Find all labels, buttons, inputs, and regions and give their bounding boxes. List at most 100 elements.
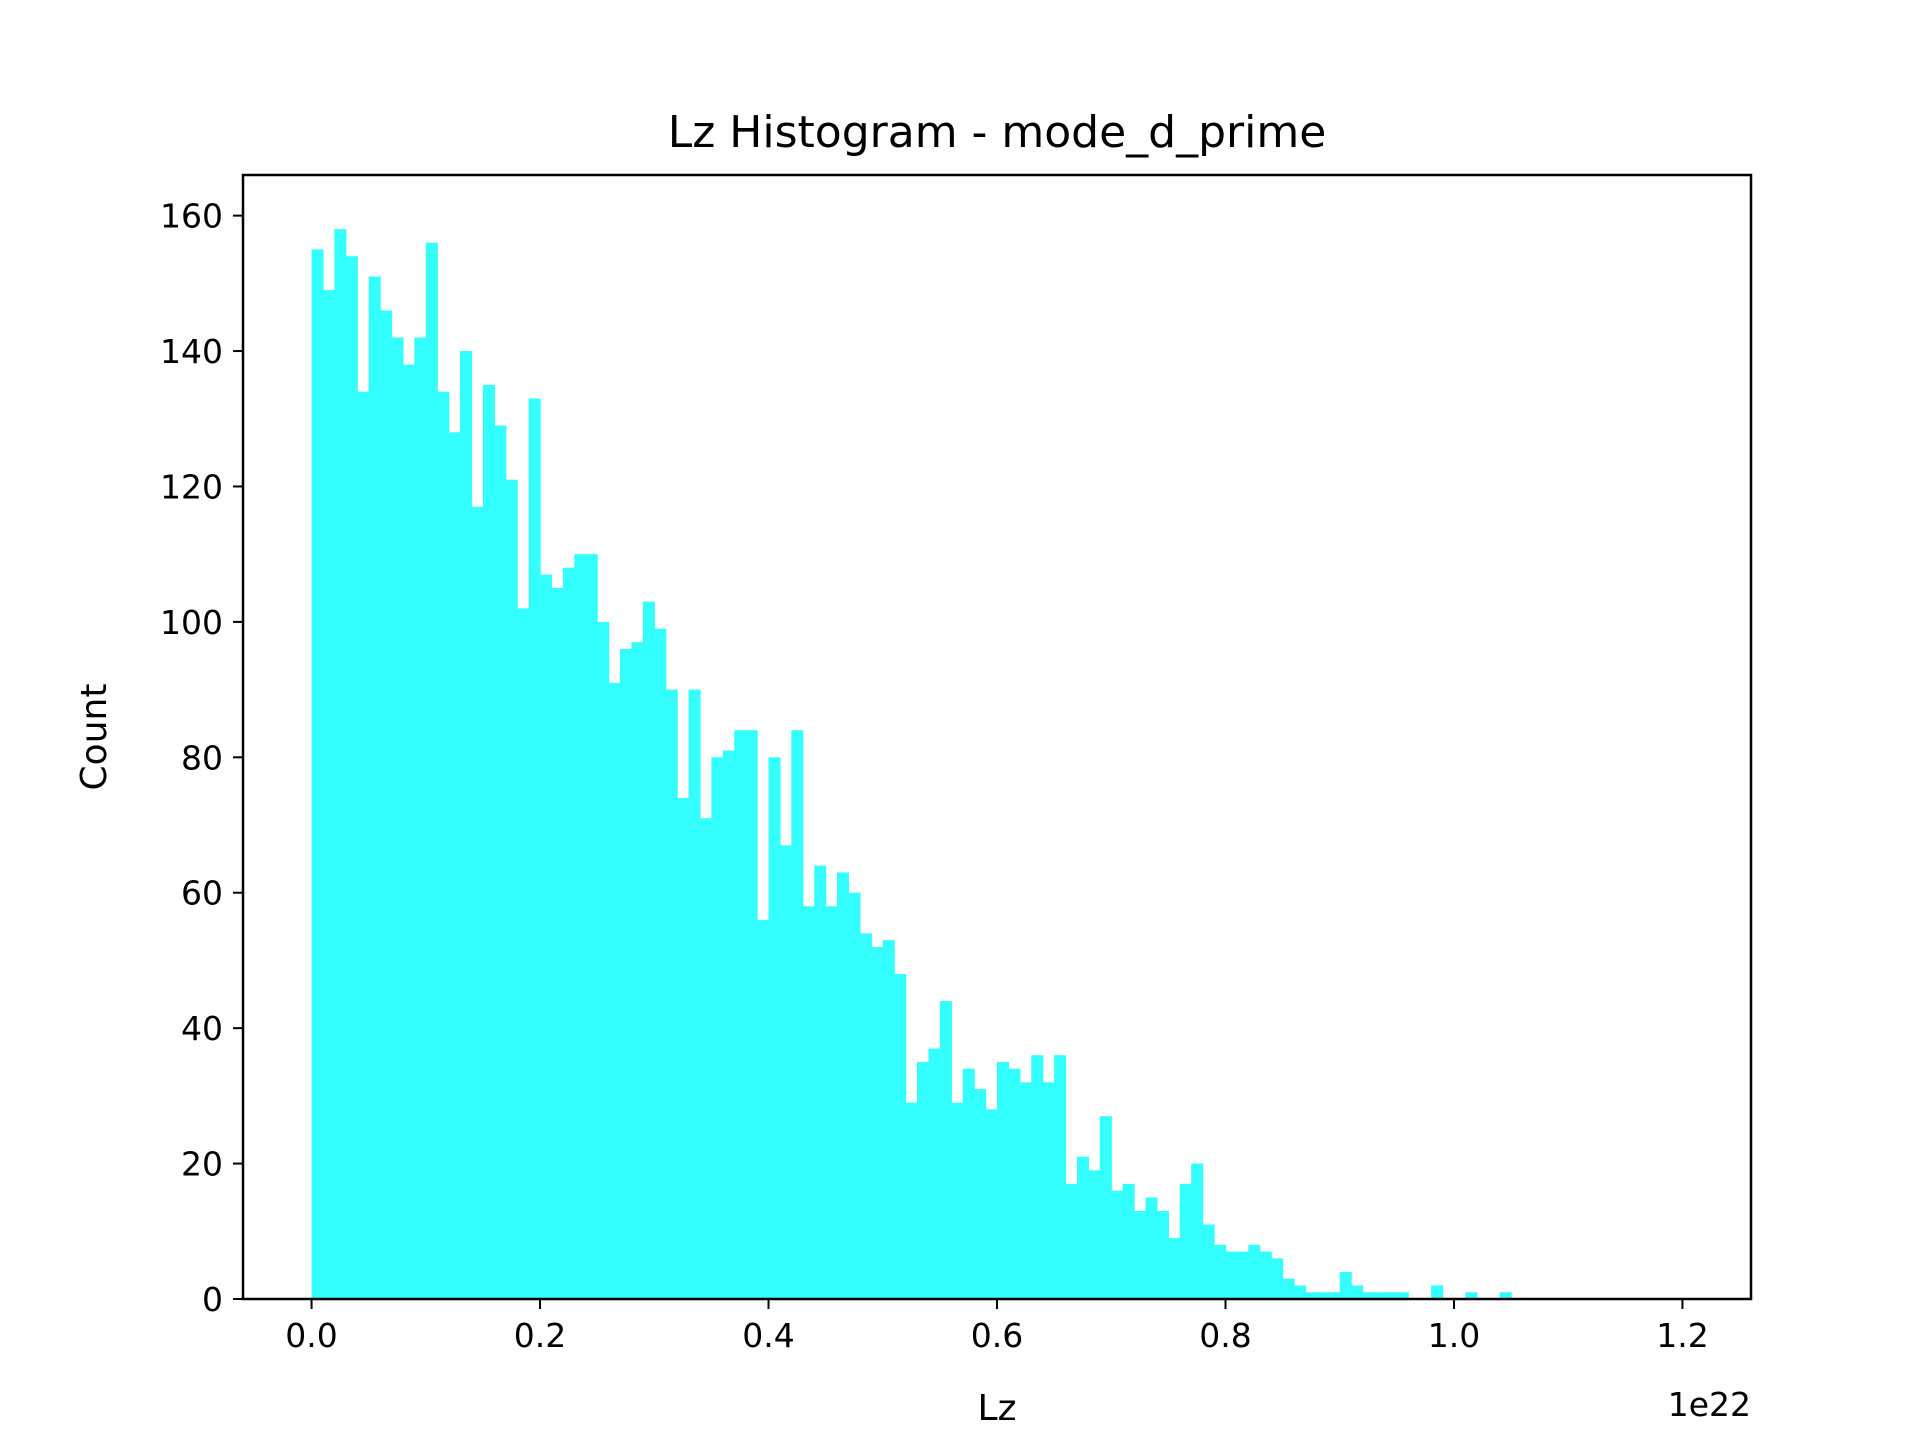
histogram-bar <box>768 757 781 1299</box>
histogram-bar <box>1088 1170 1101 1299</box>
histogram-bar <box>482 384 495 1299</box>
histogram-bar <box>540 574 553 1299</box>
histogram-bar <box>1305 1292 1318 1299</box>
histogram-bar <box>345 256 358 1299</box>
histogram-bar <box>711 757 724 1299</box>
histogram-bar <box>1145 1197 1158 1299</box>
histogram-bar <box>882 940 895 1299</box>
histogram-bar <box>734 730 747 1299</box>
histogram-bar <box>425 242 438 1300</box>
histogram-bar <box>631 642 644 1299</box>
histogram-bar <box>1042 1082 1055 1299</box>
histogram-bar <box>1031 1055 1044 1299</box>
histogram-bar <box>1248 1244 1261 1299</box>
histogram-bar <box>688 689 701 1299</box>
histogram-bar <box>1499 1292 1512 1299</box>
histogram-bar <box>608 682 621 1299</box>
histogram-bars <box>311 229 1512 1300</box>
histogram-bar <box>928 1048 941 1299</box>
histogram-bar <box>859 933 872 1299</box>
histogram-bar <box>1225 1251 1238 1299</box>
histogram-bar <box>1191 1163 1204 1299</box>
histogram-bar <box>654 628 667 1299</box>
histogram-bar <box>1168 1238 1181 1299</box>
histogram-bar <box>1259 1251 1272 1299</box>
x-axis-ticks: 0.0 0.2 0.4 0.6 0.8 1.0 1.2 <box>285 1299 1709 1355</box>
x-tick-label: 0.4 <box>742 1316 794 1355</box>
y-tick-label: 40 <box>181 1009 223 1048</box>
histogram-bar <box>1122 1183 1135 1299</box>
histogram-bar <box>985 1109 998 1299</box>
histogram-bar <box>1362 1292 1375 1299</box>
histogram-bar <box>871 946 884 1299</box>
histogram-bar <box>939 1001 952 1299</box>
histogram-bar <box>574 554 587 1299</box>
histogram-bar <box>334 229 347 1299</box>
histogram-bar <box>962 1068 975 1299</box>
x-tick-label: 1.0 <box>1428 1316 1480 1355</box>
histogram-bar <box>757 919 770 1299</box>
histogram-bar <box>1179 1183 1192 1299</box>
histogram-bar <box>1054 1055 1067 1299</box>
histogram-bar <box>642 601 655 1299</box>
histogram-bar <box>677 797 690 1299</box>
histogram-bar <box>380 310 393 1299</box>
histogram-bar <box>322 290 335 1300</box>
histogram-bar <box>471 506 484 1299</box>
histogram-bar <box>1065 1183 1078 1299</box>
x-tick-label: 1.2 <box>1656 1316 1708 1355</box>
histogram-bar <box>1328 1292 1341 1299</box>
histogram-bar <box>1202 1224 1215 1299</box>
histogram-bar <box>665 689 678 1299</box>
y-tick-label: 100 <box>160 603 223 642</box>
histogram-bar <box>402 364 415 1300</box>
histogram-bar <box>894 973 907 1299</box>
histogram-bar <box>1339 1271 1352 1299</box>
histogram-bar <box>505 479 518 1299</box>
histogram-bar <box>997 1062 1010 1299</box>
y-tick-label: 120 <box>160 467 223 506</box>
histogram-bar <box>848 892 861 1299</box>
y-tick-label: 20 <box>181 1145 223 1184</box>
histogram-bar <box>1214 1244 1227 1299</box>
x-axis-offset-label: 1e22 <box>1668 1385 1751 1424</box>
x-tick-label: 0.6 <box>971 1316 1023 1355</box>
histogram-bar <box>1271 1258 1284 1299</box>
histogram-bar <box>562 567 575 1299</box>
histogram-bar <box>1351 1285 1364 1299</box>
histogram-bar <box>814 865 827 1299</box>
histogram-bar <box>905 1102 918 1299</box>
y-tick-label: 160 <box>160 197 223 236</box>
histogram-bar <box>1156 1210 1169 1299</box>
histogram-bar <box>1111 1190 1124 1299</box>
histogram-bar <box>391 337 404 1300</box>
histogram-bar <box>368 276 381 1299</box>
histogram-bar <box>551 588 564 1299</box>
histogram-bar <box>1396 1292 1409 1299</box>
histogram-bar <box>1019 1082 1032 1299</box>
histogram-bar <box>1282 1278 1295 1299</box>
histogram-bar <box>494 425 507 1299</box>
histogram-bar <box>1374 1292 1387 1299</box>
histogram-bar <box>699 818 712 1299</box>
histogram-bar <box>460 351 473 1299</box>
histogram-bar <box>437 391 450 1300</box>
histogram-bar <box>448 432 461 1299</box>
y-tick-label: 0 <box>202 1280 223 1319</box>
histogram-bar <box>1385 1292 1398 1299</box>
histogram-bar <box>837 872 850 1299</box>
y-tick-label: 80 <box>181 738 223 777</box>
histogram-bar <box>585 554 598 1299</box>
histogram-bar <box>745 730 758 1299</box>
histogram-bar <box>917 1062 930 1299</box>
histogram-bar <box>1099 1116 1112 1299</box>
y-axis-label: Count <box>74 684 115 791</box>
histogram-bar <box>779 845 792 1299</box>
histogram-bar <box>1431 1285 1444 1299</box>
x-tick-label: 0.0 <box>285 1316 337 1355</box>
x-axis-label: Lz <box>978 1388 1017 1429</box>
histogram-bar <box>1076 1156 1089 1299</box>
histogram-bar <box>620 648 633 1299</box>
